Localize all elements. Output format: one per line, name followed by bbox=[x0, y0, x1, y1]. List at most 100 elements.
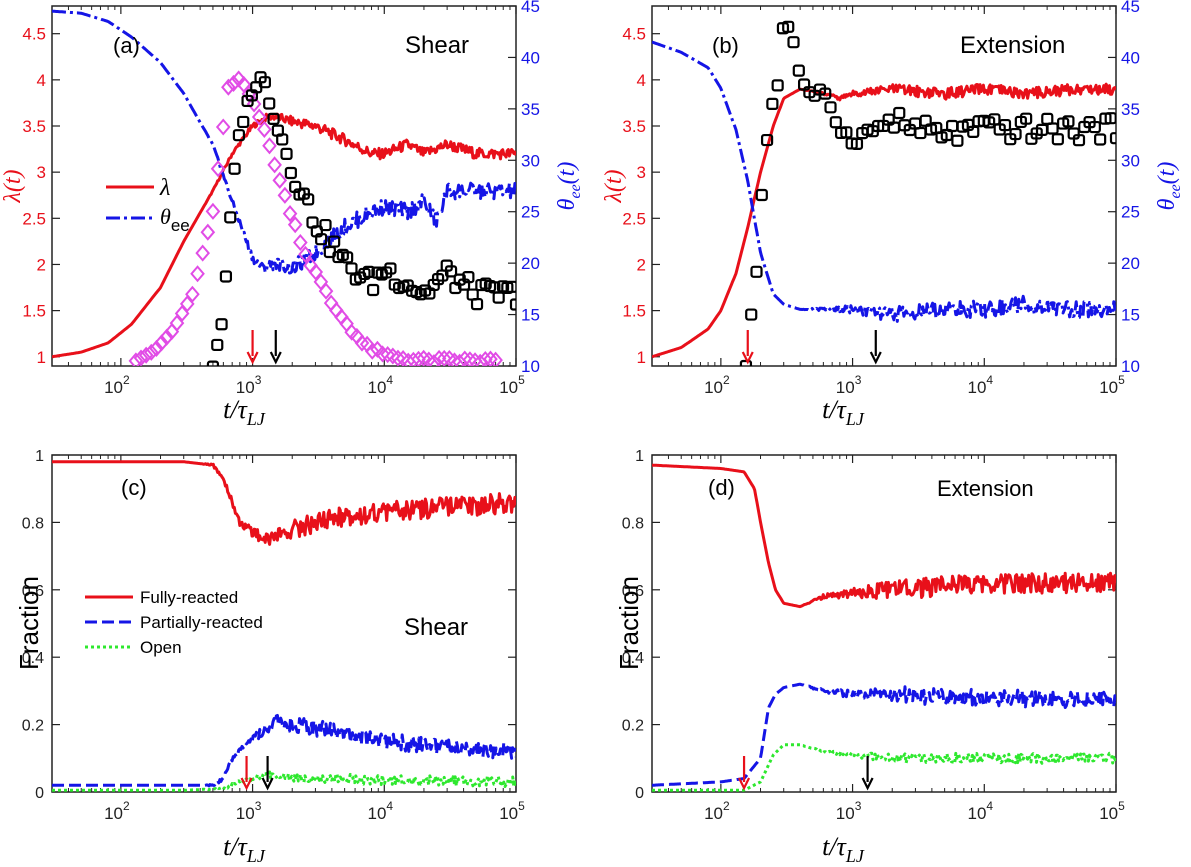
panel-b: 102 103 104 10511.522.533.544.5101520253035… bbox=[622, 0, 1140, 397]
series-a-black-marker bbox=[362, 265, 375, 278]
x-tick-label-c: 102 bbox=[104, 799, 130, 823]
x-tick-label-a: 104 bbox=[367, 373, 393, 397]
series-b-black-marker bbox=[1072, 134, 1086, 147]
x-tick-base: 10 bbox=[967, 378, 986, 397]
legend-a-theta-label: θee bbox=[160, 204, 190, 235]
series-a-black-marker bbox=[384, 262, 397, 275]
panel-b-label: (b) bbox=[712, 33, 739, 58]
y-left-tick-label-a: 4.5 bbox=[22, 25, 46, 44]
series-a-black-marker bbox=[267, 112, 280, 125]
svg-text:t/τLJ: t/τLJ bbox=[223, 832, 266, 866]
x-tick-base: 10 bbox=[1099, 378, 1118, 397]
y-right-tick-label-b: 35 bbox=[1121, 100, 1140, 119]
x-tick-exp: 2 bbox=[123, 799, 130, 813]
series-a-black-marker bbox=[258, 76, 271, 89]
y-left-tick-label-a: 2 bbox=[37, 255, 46, 274]
series-a-black-marker bbox=[509, 298, 516, 311]
series-a-magenta-marker bbox=[272, 171, 288, 189]
y-right-tick-label-a: 10 bbox=[521, 357, 540, 376]
series-a-magenta-marker bbox=[138, 346, 154, 364]
x-tick-base: 10 bbox=[104, 378, 123, 397]
series-a-magenta-marker bbox=[267, 156, 282, 174]
x-tick-exp: 3 bbox=[255, 799, 262, 813]
series-b-black-marker bbox=[893, 106, 906, 120]
series-a-black-marker bbox=[219, 270, 233, 283]
series-a-black-marker bbox=[263, 97, 276, 110]
series-a-magenta-marker bbox=[210, 160, 226, 178]
series-a-black-marker bbox=[206, 360, 220, 366]
x-tick-base: 10 bbox=[367, 804, 386, 823]
plot-frame-b bbox=[651, 5, 1117, 367]
series-a-black-marker bbox=[211, 338, 224, 352]
legend-a-theta-sub: ee bbox=[171, 216, 190, 235]
series-a-magenta-marker bbox=[390, 349, 406, 366]
y-right-tick-label-a: 30 bbox=[521, 151, 540, 170]
y-left-tick-label-a: 1.5 bbox=[22, 302, 46, 321]
series-c-partiallyreacted-line bbox=[52, 713, 516, 788]
x-tick-exp: 5 bbox=[518, 373, 525, 387]
x-tick-exp: 3 bbox=[855, 799, 862, 813]
ylabel-b-theta-sub: ee bbox=[1167, 184, 1184, 198]
y-tick-label-c: 0 bbox=[35, 785, 44, 802]
series-b-black-marker bbox=[850, 137, 864, 150]
series-a-magenta-marker bbox=[143, 343, 159, 361]
ylabel-c-fraction: Fraction bbox=[14, 576, 44, 670]
series-a-magenta-marker bbox=[375, 345, 390, 363]
x-tick-base: 10 bbox=[236, 378, 255, 397]
x-tick-label-c: 103 bbox=[236, 799, 262, 823]
xlabel-b: t/τLJ bbox=[822, 395, 865, 429]
y-left-tick-label-b: 4.5 bbox=[622, 25, 646, 44]
series-b-black-marker bbox=[1020, 112, 1033, 125]
series-a-black-marker bbox=[470, 298, 484, 311]
series-b-black-marker bbox=[1088, 120, 1101, 134]
series-a-black-marker bbox=[328, 235, 341, 248]
x-tick-base: 10 bbox=[967, 804, 986, 823]
series-b-black-marker bbox=[750, 265, 763, 278]
series-a-magenta-marker bbox=[298, 245, 313, 263]
series-b-black-marker bbox=[1109, 132, 1116, 145]
series-a-black-marker bbox=[462, 271, 475, 284]
series-a-magenta-marker bbox=[478, 350, 493, 366]
legend-a-lambda-label: λ bbox=[159, 175, 170, 201]
series-b-lambda-line bbox=[652, 82, 1116, 359]
series-b-black-marker bbox=[1051, 133, 1064, 146]
panel-a-title: Shear bbox=[405, 32, 469, 59]
series-c-open-line bbox=[52, 770, 516, 792]
series-a-black-marker bbox=[505, 280, 516, 293]
ylabel-a-theta-sub: ee bbox=[567, 184, 584, 198]
x-tick-base: 10 bbox=[704, 804, 723, 823]
series-b-black-marker bbox=[755, 188, 768, 202]
y-right-tick-label-a: 25 bbox=[521, 203, 540, 222]
series-a-magenta-marker bbox=[318, 282, 334, 300]
series-d-partiallyreacted-line bbox=[652, 682, 1116, 787]
x-tick-exp: 2 bbox=[723, 799, 730, 813]
series-b-ee-line bbox=[652, 40, 1116, 323]
x-tick-label-b: 103 bbox=[836, 373, 862, 397]
series-a-black-marker bbox=[492, 291, 505, 304]
series-b-black-marker bbox=[824, 101, 837, 114]
x-tick-label-d: 105 bbox=[1099, 799, 1125, 823]
ylabel-d-fraction: Fraction bbox=[614, 576, 644, 670]
xlabel-a-main: t/τ bbox=[223, 395, 248, 424]
y-right-tick-label-b: 25 bbox=[1121, 203, 1140, 222]
y-tick-label-c: 0.2 bbox=[22, 718, 44, 735]
x-tick-exp: 4 bbox=[386, 373, 393, 387]
series-a-magenta-marker bbox=[431, 349, 447, 366]
x-tick-label-b: 105 bbox=[1099, 373, 1125, 397]
x-tick-exp: 4 bbox=[386, 799, 393, 813]
series-b-black-marker bbox=[1104, 112, 1116, 125]
y-tick-label-d: 0.6 bbox=[622, 583, 644, 600]
panel-c-label: (c) bbox=[121, 475, 147, 500]
series-b-black-marker bbox=[829, 116, 842, 129]
y-left-tick-label-b: 3.5 bbox=[622, 117, 646, 136]
arrow-d-black-head bbox=[861, 777, 874, 791]
legend-a-theta-main: θ bbox=[160, 204, 171, 229]
y-left-tick-label-a: 1 bbox=[37, 348, 46, 367]
x-tick-exp: 5 bbox=[1118, 373, 1125, 387]
series-a-magenta-marker bbox=[215, 118, 231, 136]
y-right-tick-label-b: 40 bbox=[1121, 48, 1140, 67]
series-a-magenta-marker bbox=[195, 244, 210, 262]
series-a-black-marker bbox=[341, 251, 354, 264]
series-d-fullyreacted-line bbox=[652, 463, 1116, 609]
